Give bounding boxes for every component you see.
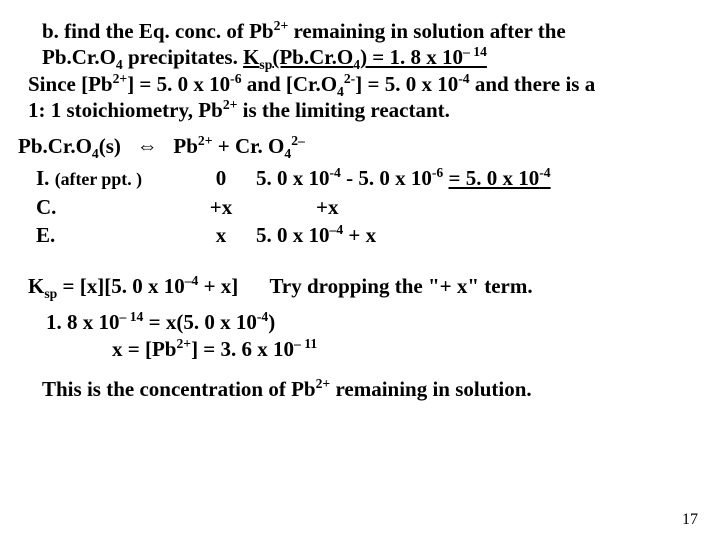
text: + x] xyxy=(198,274,238,298)
table-row: I. (after ppt. ) 0 5. 0 x 10-4 - 5. 0 x … xyxy=(36,164,616,192)
table-row: C. +x +x xyxy=(36,193,616,221)
text: + xyxy=(213,134,235,158)
text: x = [Pb xyxy=(112,337,176,361)
text: Pb xyxy=(173,134,198,158)
text: Since [Pb xyxy=(28,72,113,96)
text: ) xyxy=(268,310,275,334)
sup: – 14 xyxy=(463,44,487,59)
ice-table: I. (after ppt. ) 0 5. 0 x 10-4 - 5. 0 x … xyxy=(36,164,616,249)
sup: –4 xyxy=(185,273,199,288)
text: ) = 1. 8 x 10 xyxy=(360,45,463,69)
text: 1: 1 stoichiometry, Pb xyxy=(28,98,223,122)
text: + x xyxy=(343,223,376,247)
text: remaining in solution. xyxy=(330,377,532,401)
sup: –4 xyxy=(330,222,344,237)
sup: – 11 xyxy=(294,336,317,351)
text: and [Cr.O xyxy=(242,72,338,96)
cell: 0 xyxy=(186,164,256,192)
text: ] = 5. 0 x 10 xyxy=(355,72,458,96)
text: ] = 5. 0 x 10 xyxy=(127,72,230,96)
text: = 5. 0 x 10 xyxy=(449,166,540,190)
equilibrium-reaction: Pb.Cr.O4(s) ⇔ Pb2+ + Cr. O42– xyxy=(18,133,692,160)
ksp-expression: Ksp = [x][5. 0 x 10–4 + x] Try dropping … xyxy=(28,273,692,299)
text: = x(5. 0 x 10 xyxy=(143,310,256,334)
sup: 2+ xyxy=(198,133,213,148)
conclusion: This is the concentration of Pb2+ remain… xyxy=(42,376,692,402)
sup: 2+ xyxy=(113,71,128,86)
sup: – 14 xyxy=(120,309,144,324)
cell: +x xyxy=(256,193,616,221)
double-arrow-icon: ⇔ xyxy=(137,135,158,158)
sub: sp xyxy=(44,286,57,301)
sup: 2- xyxy=(344,71,355,86)
sup: 2+ xyxy=(223,97,238,112)
row-label: C. xyxy=(36,193,186,221)
text: = [x][5. 0 x 10 xyxy=(57,274,184,298)
text: This is the concentration of Pb xyxy=(42,377,316,401)
sup: 2+ xyxy=(176,336,191,351)
sup: -4 xyxy=(257,309,268,324)
sub: 4 xyxy=(284,146,291,161)
sup: -6 xyxy=(230,71,241,86)
text: Cr. O xyxy=(235,134,284,158)
sup: 2+ xyxy=(316,376,331,391)
text: 1. 8 x 10 xyxy=(46,310,120,334)
text: is the limiting reactant. xyxy=(237,98,450,122)
sup: -4 xyxy=(330,165,341,180)
text: ] = 3. 6 x 10 xyxy=(191,337,294,361)
text: (Pb.Cr.O xyxy=(272,45,353,69)
text: (s) xyxy=(99,134,121,158)
try-dropping-text: Try dropping the "+ x" term. xyxy=(269,274,532,298)
table-row: E. x 5. 0 x 10–4 + x xyxy=(36,221,616,249)
text: (after ppt. ) xyxy=(55,169,142,189)
text: and there is a xyxy=(470,72,596,96)
row-label: I. xyxy=(36,166,55,190)
text: - 5. 0 x 10 xyxy=(341,166,432,190)
text: precipitates. xyxy=(123,45,238,69)
sup: 2+ xyxy=(274,18,289,33)
problem-statement: b. find the Eq. conc. of Pb2+ remaining … xyxy=(42,18,692,123)
solving-steps: 1. 8 x 10– 14 = x(5. 0 x 10-4) x = [Pb2+… xyxy=(46,309,692,362)
page-number: 17 xyxy=(682,510,698,530)
text: K xyxy=(243,45,259,69)
sub: 4 xyxy=(92,146,99,161)
row-label: E. xyxy=(36,221,186,249)
sup: 2– xyxy=(291,133,305,148)
text: b. find the Eq. conc. of Pb xyxy=(42,19,274,43)
cell: x xyxy=(186,221,256,249)
text: remaining in solution after the xyxy=(288,19,565,43)
sup: -4 xyxy=(539,165,550,180)
cell: +x xyxy=(186,193,256,221)
sup: -4 xyxy=(458,71,469,86)
text: 5. 0 x 10 xyxy=(256,223,330,247)
text: K xyxy=(28,274,44,298)
sup: -6 xyxy=(432,165,443,180)
text: 5. 0 x 10 xyxy=(256,166,330,190)
text: Pb.Cr.O xyxy=(42,45,116,69)
text: Pb.Cr.O xyxy=(18,134,92,158)
sub: 4 xyxy=(337,84,344,99)
